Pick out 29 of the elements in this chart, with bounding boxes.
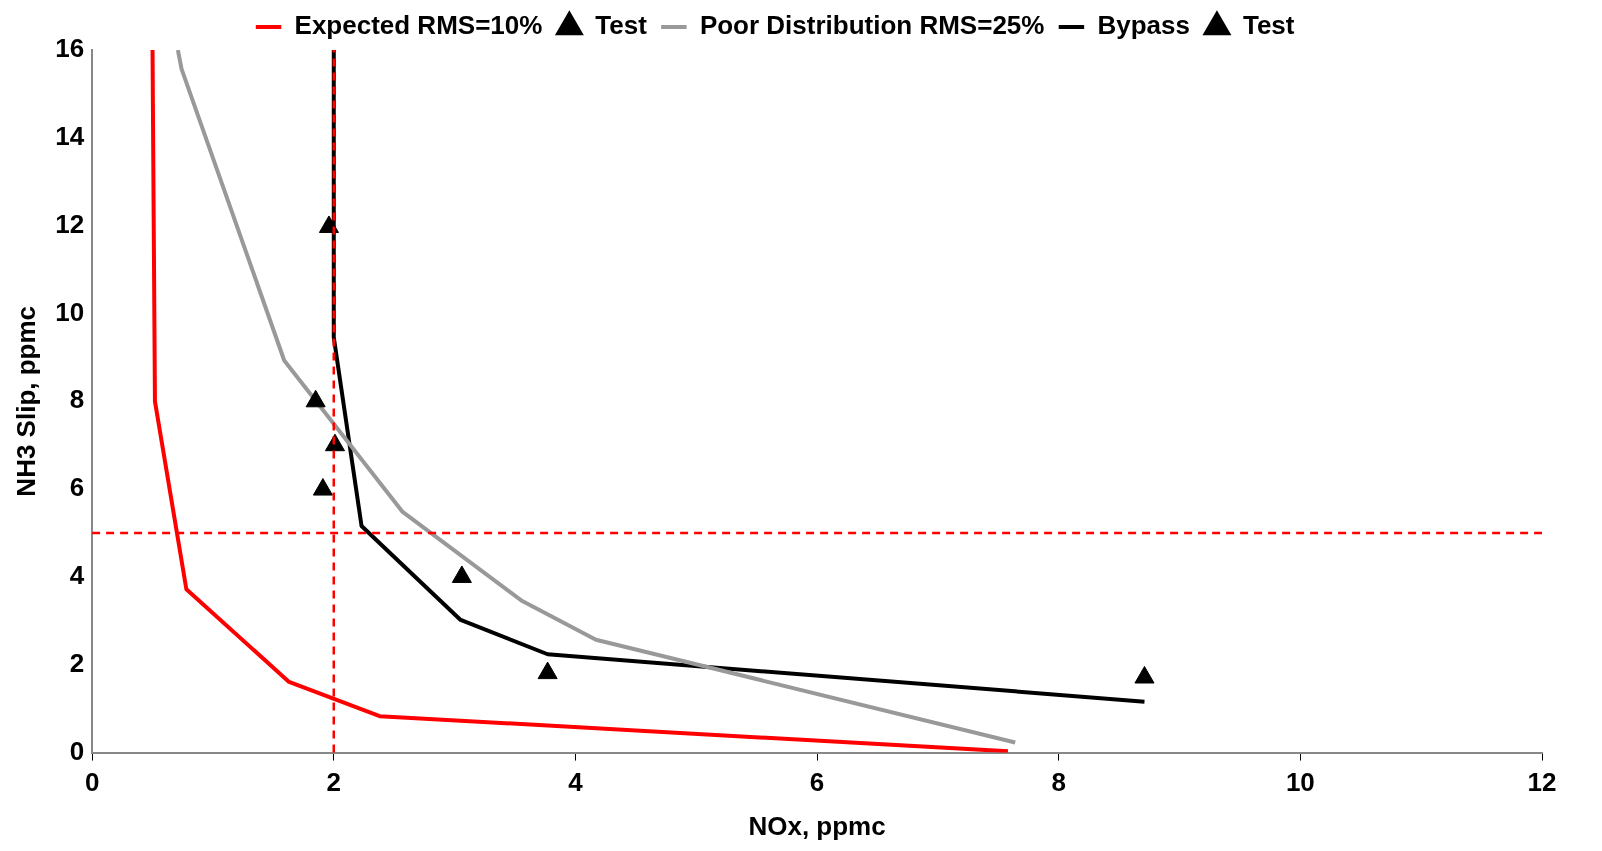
legend-label: Bypass — [1097, 10, 1190, 41]
y-axis-title: NH3 Slip, ppmc — [10, 305, 41, 497]
point — [324, 433, 345, 452]
legend-label: Test — [595, 10, 648, 41]
x-tick-label: 12 — [1527, 767, 1557, 798]
y-tick-label: 4 — [69, 560, 85, 591]
x-tick-label: 10 — [1285, 767, 1315, 798]
point — [318, 215, 339, 233]
y-tick-label: 16 — [55, 33, 85, 64]
y-tick-label: 6 — [69, 472, 85, 503]
point — [312, 478, 333, 496]
point — [305, 389, 326, 408]
point — [537, 661, 558, 680]
y-tick-label: 10 — [55, 296, 85, 327]
x-axis-title: NOx, ppmc — [748, 810, 886, 841]
point — [451, 565, 472, 583]
x-tick-label: 8 — [1051, 767, 1066, 798]
legend-label: Expected RMS=10% — [294, 10, 543, 41]
x-tick-label: 4 — [568, 767, 584, 798]
y-tick-label: 0 — [69, 735, 85, 766]
y-tick-label: 2 — [69, 647, 85, 678]
y-tick-label: 14 — [55, 121, 85, 151]
x-tick-label: 6 — [809, 767, 825, 798]
y-tick-label: 12 — [55, 208, 85, 239]
x-tick-label: 2 — [326, 767, 341, 798]
legend-label: Poor Distribution RMS=25% — [699, 10, 1045, 41]
legend-label: Test — [1242, 10, 1295, 41]
y-tick-label: 8 — [69, 384, 85, 415]
point — [1134, 666, 1155, 684]
